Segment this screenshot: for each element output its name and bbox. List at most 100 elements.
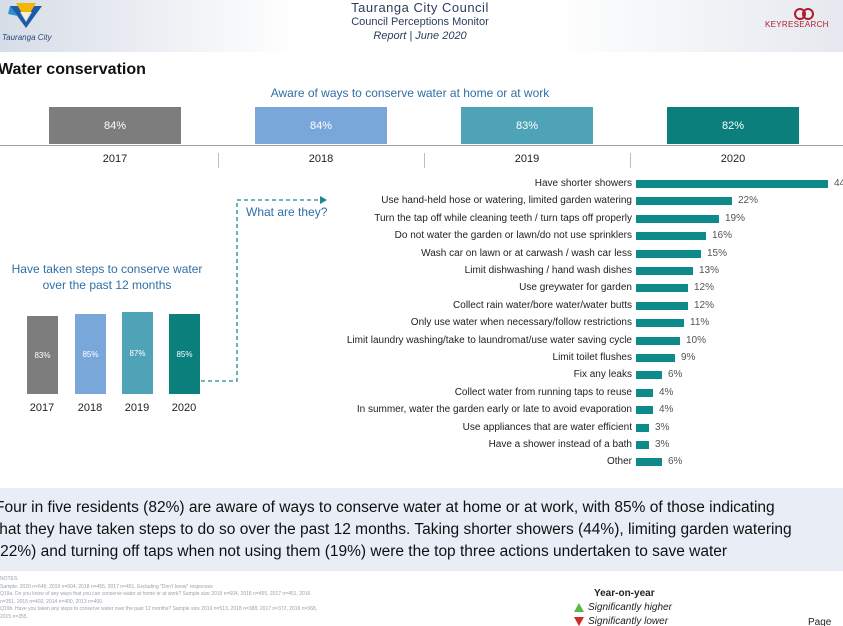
steps-title-line1: Have taken steps to conserve water: [11, 262, 203, 276]
report-name: Council Perceptions Monitor: [351, 16, 489, 28]
action-label: Do not water the garden or lawn/do not u…: [394, 230, 632, 242]
action-bar: [636, 284, 688, 293]
legend-higher-label: Significantly higher: [588, 602, 672, 613]
aware-bar-2017: 84%: [49, 107, 181, 144]
report-date: Report | June 2020: [373, 30, 467, 42]
action-label: Use hand-held hose or watering, limited …: [381, 195, 632, 207]
action-label: Other: [606, 456, 632, 468]
action-label: Limit toilet flushes: [552, 352, 632, 363]
action-bar: [636, 249, 701, 258]
keyresearch-logo-text: KEYRESEARCH: [765, 20, 829, 29]
steps-bar-2018: 85%: [75, 314, 106, 394]
aware-year-label: 2018: [308, 153, 334, 165]
action-label: Have shorter showers: [534, 178, 632, 189]
action-label: In summer, water the garden early or lat…: [356, 404, 632, 416]
legend-higher: Significantly higher: [574, 602, 672, 613]
triangle-up-icon: [574, 602, 584, 612]
action-label: Limit laundry washing/take to laundromat…: [346, 334, 632, 346]
action-bar: [636, 214, 719, 223]
action-bar: [636, 301, 688, 310]
aware-chart-axis: [0, 145, 843, 146]
steps-year-label: 2020: [171, 402, 197, 414]
action-bar: [636, 336, 680, 345]
action-label: Fix any leaks: [573, 369, 632, 381]
aware-bar-2020: 82%: [667, 107, 799, 144]
steps-year-label: 2018: [77, 402, 103, 414]
action-bar: [636, 458, 662, 467]
aware-bar-2019: 83%: [461, 107, 593, 144]
keyresearch-logo-icon: [794, 8, 814, 20]
legend-lower: Significantly lower: [574, 616, 668, 626]
page-number: Page 46: [808, 617, 832, 626]
legend-lower-label: Significantly lower: [588, 616, 669, 626]
action-value-label: 9%: [681, 352, 696, 363]
action-bar: [636, 180, 828, 188]
summary-line-1: Four in five residents (82%) are aware o…: [0, 499, 775, 516]
note-line: NOTES:: [0, 576, 19, 582]
action-label: Collect water from running taps to reuse: [454, 386, 632, 398]
aware-axis-tick: [424, 153, 425, 168]
action-bar: [636, 388, 653, 397]
aware-chart-title: Aware of ways to conserve water at home …: [270, 86, 550, 100]
actions-chart-title: What are they?: [246, 205, 328, 219]
action-label: Collect rain water/bore water/water butt…: [453, 299, 632, 311]
action-value-label: 19%: [725, 212, 746, 224]
steps-bar-2017: 83%: [27, 316, 58, 394]
action-bar: [636, 406, 653, 415]
steps-bar-2020: 85%: [169, 314, 200, 394]
action-bar: [636, 197, 732, 206]
note-line: n=351, 2015 n=402, 2014 n=400, 2013 n=40…: [0, 598, 104, 605]
action-value-label: 11%: [690, 317, 710, 329]
aware-year-label: 2019: [514, 153, 540, 165]
aware-year-label: 2020: [720, 153, 746, 165]
aware-axis-tick: [630, 153, 631, 168]
aware-bar-2018: 84%: [255, 107, 387, 144]
note-line: Q19a. Do you know of any ways that you c…: [0, 591, 311, 598]
steps-year-label: 2017: [29, 402, 55, 414]
action-value-label: 44%: [834, 178, 843, 189]
action-value-label: 22%: [738, 195, 759, 207]
note-line: Sample: 2020 n=645; 2019 n=604, 2018 n=4…: [0, 583, 213, 590]
action-value-label: 10%: [686, 334, 707, 346]
note-line: 2015 n=355.: [0, 613, 28, 620]
summary-box: Four in five residents (82%) are aware o…: [0, 488, 843, 571]
action-label: Use appliances that are water efficient: [462, 421, 632, 433]
steps-chart-title: Have taken steps to conserve water over …: [0, 261, 214, 293]
action-label: Only use water when necessary/follow res…: [410, 317, 632, 329]
action-value-label: 4%: [659, 386, 674, 398]
action-bar: [636, 354, 675, 362]
action-value-label: 6%: [668, 369, 683, 381]
action-bar: [636, 232, 706, 241]
action-bar: [636, 267, 693, 275]
action-label: Have a shower instead of a bath: [488, 439, 632, 450]
action-bar: [636, 423, 649, 432]
action-value-label: 13%: [699, 265, 720, 276]
triangle-down-icon: [574, 616, 584, 626]
action-bar: [636, 371, 662, 380]
steps-year-label: 2019: [124, 402, 150, 414]
legend-title: Year-on-year: [594, 588, 655, 599]
action-value-label: 16%: [712, 230, 733, 242]
summary-line-2: that they have taken steps to do so over…: [0, 521, 792, 538]
note-line: Q19b. Have you taken any steps to conser…: [0, 606, 318, 613]
tauranga-logo-icon: [8, 3, 42, 28]
aware-year-label: 2017: [102, 153, 128, 165]
action-bar: [636, 319, 684, 328]
action-label: Turn the tap off while cleaning teeth / …: [374, 212, 632, 224]
action-value-label: 12%: [694, 282, 715, 294]
steps-bar-2019: 87%: [122, 312, 153, 394]
action-value-label: 3%: [655, 421, 670, 433]
action-label: Use greywater for garden: [519, 282, 632, 294]
action-label: Wash car on lawn or at carwash / wash ca…: [421, 247, 632, 259]
summary-line-3: (22%) and turning off taps when not usin…: [0, 543, 728, 560]
action-bar: [636, 441, 649, 449]
action-value-label: 15%: [707, 247, 728, 259]
logo-text: Tauranga City: [2, 33, 52, 42]
action-label: Limit dishwashing / hand wash dishes: [464, 265, 632, 276]
report-header: Tauranga City Tauranga City Council Coun…: [0, 0, 843, 52]
action-value-label: 3%: [655, 439, 670, 450]
action-value-label: 6%: [668, 456, 683, 468]
aware-axis-tick: [218, 153, 219, 168]
org-title: Tauranga City Council: [351, 0, 489, 15]
header-center: Tauranga City Council Council Perception…: [270, 0, 570, 43]
